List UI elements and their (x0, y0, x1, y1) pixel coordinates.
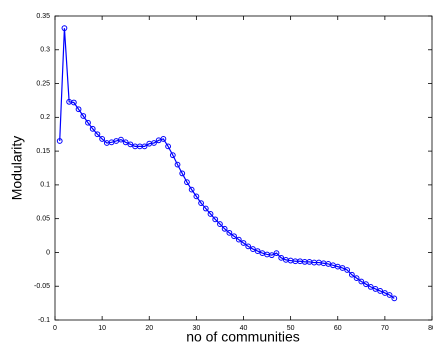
y-tick-label: 0.15 (36, 148, 50, 155)
data-point (70, 99, 77, 106)
data-point (56, 138, 63, 144)
data-point (278, 254, 285, 261)
data-point (160, 136, 167, 142)
y-tick-label: 0.25 (36, 80, 50, 87)
data-point (240, 240, 247, 246)
data-point (165, 143, 172, 150)
y-tick-label: 0.05 (36, 216, 50, 223)
x-tick-label: 60 (334, 325, 342, 332)
data-point (386, 292, 393, 298)
data-point (217, 221, 223, 227)
data-point (141, 143, 148, 150)
y-tick-label: 0.3 (40, 47, 50, 54)
data-point (245, 243, 252, 250)
data-point (122, 139, 129, 146)
data-point (254, 248, 261, 254)
data-point (99, 136, 106, 142)
y-tick-label: -0.05 (34, 283, 50, 290)
data-point (207, 211, 214, 217)
data-point (127, 141, 134, 148)
data-point (348, 271, 355, 278)
x-tick-label: 70 (381, 325, 389, 332)
data-point (363, 281, 369, 288)
data-point (80, 113, 87, 119)
data-point (372, 286, 379, 292)
data-point (85, 119, 91, 126)
x-tick-label: 30 (192, 325, 200, 332)
data-point (250, 246, 256, 252)
data-point (367, 283, 374, 290)
data-point (151, 140, 157, 146)
plot-frame (54, 15, 433, 321)
data-point (94, 131, 101, 138)
data-point (221, 225, 228, 232)
data-point (75, 106, 82, 113)
data-point (198, 200, 204, 207)
data-point (353, 275, 360, 282)
y-tick-label: 0.1 (40, 182, 50, 189)
data-point (184, 179, 190, 186)
y-tick-label: 0 (46, 249, 50, 256)
data-point (358, 278, 365, 285)
data-point (231, 233, 237, 240)
x-tick-label: 0 (53, 325, 57, 332)
data-point (391, 295, 398, 302)
data-point (188, 186, 195, 193)
x-tick-label: 80 (428, 325, 433, 332)
data-point (344, 267, 351, 273)
data-point (118, 136, 124, 143)
data-point (377, 288, 384, 294)
x-axis-label: no of communities (186, 329, 300, 345)
y-tick-label: 0.2 (40, 114, 50, 121)
data-point (273, 250, 280, 257)
data-point (202, 205, 209, 212)
data-point (89, 125, 96, 132)
x-tick-label: 20 (145, 325, 153, 332)
x-tick-label: 10 (98, 325, 106, 332)
data-point (268, 252, 275, 259)
y-axis-label: Modularity (9, 136, 25, 201)
y-tick-label: 0.35 (36, 13, 50, 20)
data-point (193, 193, 200, 200)
data-point (174, 161, 181, 168)
data-point (179, 170, 186, 177)
data-point (169, 152, 176, 159)
data-point (235, 236, 242, 243)
data-point (61, 25, 68, 32)
data-point (226, 229, 233, 236)
data-point (381, 290, 388, 296)
x-tick-label: 50 (287, 325, 295, 332)
data-point (339, 265, 346, 271)
data-point (212, 216, 219, 223)
y-tick-label: -0.1 (38, 317, 50, 324)
x-tick-label: 40 (240, 325, 248, 332)
data-line (59, 28, 395, 299)
